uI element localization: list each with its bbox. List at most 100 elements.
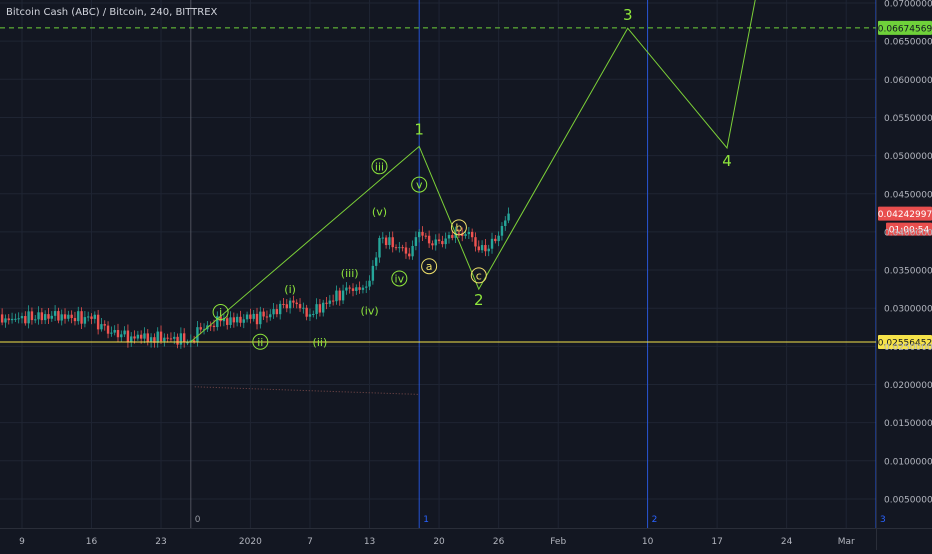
candle-body [64, 314, 66, 318]
candle-body [491, 239, 493, 249]
candle-body [97, 315, 99, 330]
candle-body [319, 304, 321, 312]
candle-body [507, 214, 509, 221]
subwave-label: c [476, 269, 482, 282]
candle-body [362, 288, 364, 290]
candle-body [408, 254, 410, 257]
subwave-label: ii [257, 336, 263, 349]
candle-body [4, 318, 6, 322]
candle-body [365, 287, 367, 288]
candle-body [246, 314, 248, 319]
candle-body [140, 335, 142, 339]
candle-body [150, 337, 152, 342]
candle-body [296, 303, 298, 304]
candle-body [441, 241, 443, 244]
candle-body [57, 311, 59, 320]
candle-body [266, 316, 268, 317]
candle-body [322, 303, 324, 313]
candle-body [84, 317, 86, 324]
candle-body [329, 301, 331, 304]
candle-body [468, 232, 470, 234]
candle-body [428, 236, 430, 244]
candle-body [41, 312, 43, 320]
candle-body [286, 304, 288, 308]
x-tick-label: 10 [642, 537, 654, 547]
candle-body [388, 237, 390, 245]
x-tick-label: Mar [838, 537, 855, 547]
candle-body [74, 318, 76, 321]
candle-body [345, 288, 347, 291]
candle-body [484, 245, 486, 251]
subwave-label: (i) [284, 283, 296, 296]
candle-body [67, 315, 69, 319]
candle-body [451, 235, 453, 238]
candle-body [249, 314, 251, 318]
candle-body [200, 327, 202, 329]
candle-body [127, 331, 129, 343]
candles-layer [0, 207, 510, 348]
candle-body [117, 330, 119, 337]
candle-body [302, 308, 304, 309]
candle-body [14, 319, 16, 320]
candle-body [160, 332, 162, 342]
fib-time-label: 0 [195, 515, 201, 525]
candle-body [259, 312, 261, 325]
candle-body [137, 335, 139, 339]
candle-body [448, 235, 450, 238]
candle-body [107, 326, 109, 334]
candle-body [464, 234, 466, 236]
subwave-label: v [416, 179, 423, 192]
candle-body [173, 337, 175, 339]
chart-title: Bitcoin Cash (ABC) / Bitcoin, 240, BITTR… [6, 7, 218, 18]
candle-body [292, 301, 294, 303]
candle-body [163, 338, 165, 342]
x-tick-label: 23 [155, 537, 166, 547]
candle-body [27, 311, 29, 323]
wave-label: 4 [722, 152, 732, 170]
grid-layer [0, 0, 876, 528]
candle-body [368, 281, 370, 287]
y-tick-label: 0.00500000 [884, 495, 932, 505]
candle-body [166, 338, 168, 339]
candle-body [157, 332, 159, 343]
candle-body [497, 236, 499, 241]
candle-body [312, 314, 314, 315]
x-tick-label: 20 [433, 537, 445, 547]
wave-label: 1 [414, 120, 424, 138]
candle-body [31, 311, 33, 320]
candle-body [11, 319, 13, 320]
candle-body [54, 311, 56, 316]
candle-body [342, 291, 344, 301]
x-tick-label: 2020 [239, 537, 262, 547]
candle-body [398, 247, 400, 248]
candle-body [47, 314, 49, 319]
subwave-label: (iii) [341, 267, 359, 280]
candle-body [176, 337, 178, 345]
fib-time-label: 1 [423, 515, 429, 525]
candle-body [504, 220, 506, 226]
candle-body [415, 237, 417, 246]
x-tick-label: 17 [711, 537, 722, 547]
candle-body [375, 257, 377, 265]
candle-body [481, 245, 483, 250]
candle-body [444, 238, 446, 244]
candle-body [421, 232, 423, 236]
candle-body [348, 288, 350, 289]
candle-body [17, 318, 19, 319]
fib-time-label: 3 [880, 515, 886, 525]
subwave-label: (v) [372, 205, 387, 218]
candle-body [243, 319, 245, 322]
candle-body [395, 247, 397, 248]
candle-body [70, 315, 72, 318]
candle-body [358, 287, 360, 290]
